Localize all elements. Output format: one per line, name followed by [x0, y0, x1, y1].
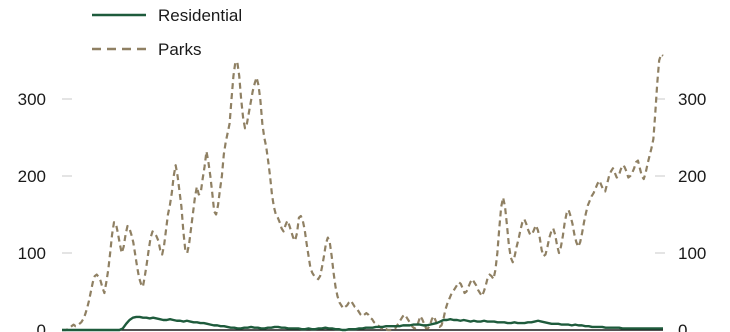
legend: Residential Parks [92, 6, 242, 59]
y-tick-label-right: 200 [678, 167, 706, 186]
y-tick-label-left: 100 [18, 244, 46, 263]
y-tick-label-left: 300 [18, 90, 46, 109]
series-layer [62, 53, 664, 332]
legend-label-residential: Residential [158, 6, 242, 25]
series-line-residential [62, 315, 663, 332]
y-tick-label-right: 300 [678, 90, 706, 109]
y-tick-label-left: 200 [18, 167, 46, 186]
y-tick-label-left: 0 [37, 321, 46, 332]
legend-label-parks: Parks [158, 40, 201, 59]
series-line-parks [62, 53, 664, 332]
axes: 0 0 100 100 200 200 300 300 [18, 90, 707, 332]
y-tick-label-right: 100 [678, 244, 706, 263]
y-tick-label-right: 0 [678, 321, 687, 332]
